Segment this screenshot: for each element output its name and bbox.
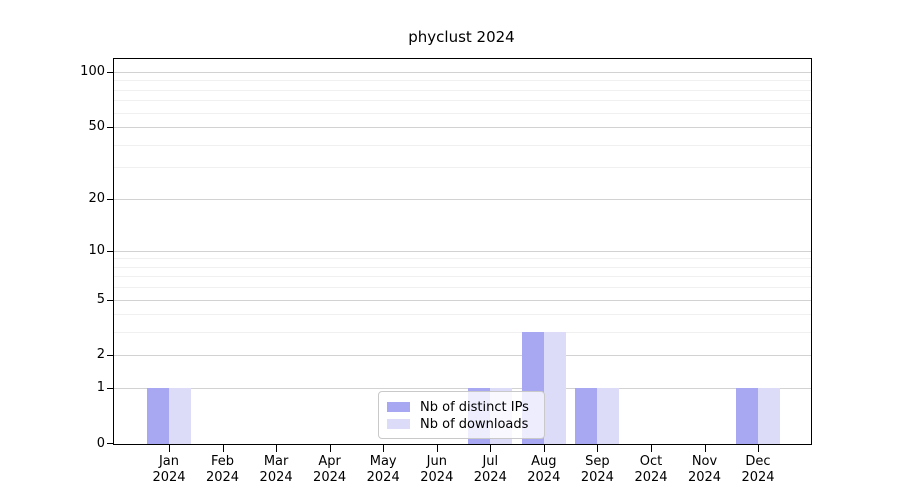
chart-title: phyclust 2024 [408,28,515,46]
y-axis-tick-label: 100 [80,64,105,79]
gridline-minor [114,144,811,146]
bar-distinct-ips-sep [575,388,598,444]
gridline-minor [114,80,811,82]
x-axis-tick [651,445,652,452]
gridline-minor [114,89,811,91]
legend-swatch-distinct-ips [387,402,410,412]
x-axis-tick [490,445,492,452]
x-axis-tick-label: Feb 2024 [205,454,240,485]
bar-downloads-sep [597,388,620,444]
gridline-major [114,198,811,200]
x-axis-tick [597,445,599,452]
gridline-major [114,72,811,73]
y-axis-tick [107,299,114,301]
legend-label-downloads: Nb of downloads [420,416,529,432]
gridline-minor [114,112,811,114]
y-axis-tick [107,127,114,129]
x-axis-tick-label: Jun 2024 [420,454,454,485]
bar-distinct-ips-jan [147,388,169,444]
x-axis-tick [329,445,331,452]
x-axis-tick-label: Aug 2024 [527,454,561,485]
x-axis-tick [543,445,545,452]
y-axis-tick-label: 1 [96,380,105,396]
x-axis-tick-label: Jul 2024 [473,454,507,485]
legend-label-distinct-ips: Nb of distinct IPs [420,399,529,415]
gridline-minor [114,314,811,316]
x-axis-tick-label: Dec 2024 [741,454,775,485]
legend-item-downloads: Nb of downloads [387,416,536,432]
plot-area: Nb of distinct IPs Nb of downloads 0 1 2 5 1… [80,58,812,485]
y-axis-tick [107,250,114,252]
x-axis-tick-label: Apr 2024 [313,454,347,485]
y-axis-tick [107,72,114,73]
y-axis-tick-label: 5 [96,291,105,307]
y-axis-tick [107,443,114,444]
x-axis-tick-label: Sep 2024 [580,454,614,485]
bar-downloads-dec [758,388,780,444]
gridline-major [114,250,811,252]
bar-downloads-jan [169,388,191,444]
x-axis-tick [222,445,224,452]
gridline-minor [114,167,811,169]
x-axis-tick [758,445,759,452]
gridline-major [114,388,811,390]
gridline-minor [114,276,811,278]
x-axis-tick [169,445,170,452]
x-axis-tick-label: May 2024 [366,454,400,485]
gridline-minor [114,332,811,334]
gridline-minor [114,258,811,260]
gridline-minor [114,100,811,102]
y-axis-tick [107,198,114,200]
y-axis-tick-label: 2 [96,347,105,363]
y-axis-tick-label: 50 [88,119,105,135]
y-axis-tick [107,355,114,357]
y-axis-tick [107,388,114,390]
legend-swatch-downloads [387,419,410,429]
x-axis-tick [436,445,438,452]
x-axis-tick-label: Mar 2024 [259,454,293,485]
x-axis-tick-label: Jan 2024 [152,454,186,485]
x-axis-tick [276,445,278,452]
y-axis-tick-label: 20 [88,190,105,206]
y-axis-tick-label: 10 [88,242,105,258]
x-axis-tick-label: Nov 2024 [687,454,722,485]
x-axis-tick [383,445,385,452]
bar-downloads-aug [543,332,566,444]
y-axis-tick-label: 0 [96,436,105,451]
gridline-minor [114,287,811,289]
x-axis-tick [704,445,706,452]
legend: Nb of distinct IPs Nb of downloads [378,391,545,439]
gridline-major [114,355,811,357]
gridline-major [114,127,811,129]
gridline-major [114,299,811,301]
gridline-minor [114,266,811,268]
legend-item-distinct-ips: Nb of distinct IPs [387,399,536,415]
x-axis-tick-label: Oct 2024 [634,454,668,485]
bar-distinct-ips-dec [736,388,758,444]
